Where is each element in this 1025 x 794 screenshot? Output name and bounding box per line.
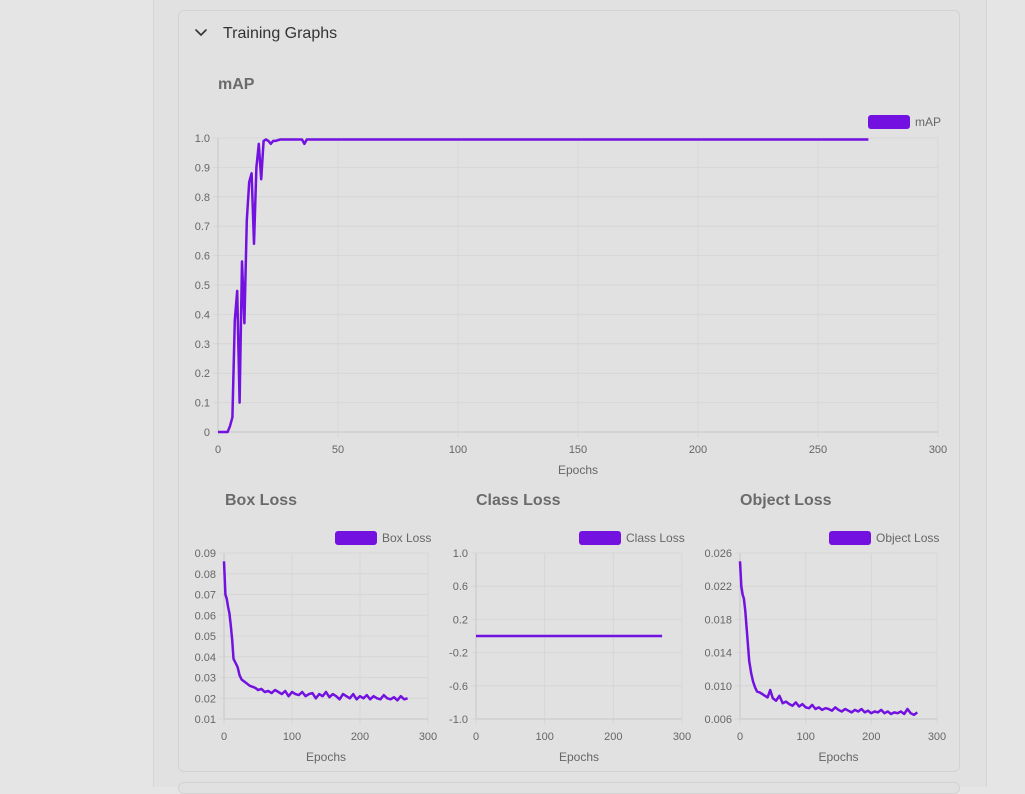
object-legend-label: Object Loss bbox=[876, 531, 939, 545]
box-y-tick-label: 0.07 bbox=[195, 590, 216, 602]
class-x-tick-label: 300 bbox=[673, 731, 691, 743]
map-y-tick-label: 0.5 bbox=[195, 280, 210, 292]
box-legend-swatch bbox=[335, 531, 377, 545]
box-y-tick-label: 0.02 bbox=[195, 693, 216, 705]
box-y-tick-label: 0.09 bbox=[195, 548, 216, 560]
map-x-tick-label: 0 bbox=[215, 444, 221, 456]
box-x-axis-label: Epochs bbox=[306, 750, 346, 764]
box-legend-label: Box Loss bbox=[382, 531, 431, 545]
box-y-tick-label: 0.04 bbox=[195, 652, 216, 664]
map-legend-swatch bbox=[868, 115, 910, 129]
object-y-tick-label: 0.022 bbox=[704, 581, 732, 593]
object-legend-swatch bbox=[829, 531, 871, 545]
map-y-tick-label: 0.4 bbox=[195, 309, 210, 321]
panel-title: Training Graphs bbox=[223, 25, 338, 42]
class-y-tick-label: 0.6 bbox=[453, 581, 468, 593]
map-x-tick-label: 50 bbox=[332, 444, 344, 456]
map-legend-label: mAP bbox=[915, 115, 941, 129]
object-x-tick-label: 0 bbox=[737, 731, 743, 743]
box-y-tick-label: 0.06 bbox=[195, 610, 216, 622]
box-x-tick-label: 300 bbox=[419, 731, 437, 743]
box-series-line bbox=[222, 561, 408, 702]
object-y-tick-label: 0.014 bbox=[704, 648, 732, 660]
class-x-tick-label: 200 bbox=[604, 731, 622, 743]
object-y-tick-label: 0.006 bbox=[704, 714, 732, 726]
map-x-tick-label: 100 bbox=[449, 444, 467, 456]
object-x-axis-label: Epochs bbox=[818, 750, 858, 764]
map-y-tick-label: 1.0 bbox=[195, 133, 210, 145]
map-y-tick-label: 0 bbox=[204, 427, 210, 439]
map-x-tick-label: 300 bbox=[929, 444, 947, 456]
map-y-tick-label: 0.8 bbox=[195, 192, 210, 204]
object-x-tick-label: 300 bbox=[928, 731, 946, 743]
box-y-tick-label: 0.08 bbox=[195, 569, 216, 581]
object-y-tick-label: 0.026 bbox=[704, 548, 732, 560]
map-x-tick-label: 250 bbox=[809, 444, 827, 456]
class-y-tick-label: 1.0 bbox=[453, 548, 468, 560]
chart-title-box-loss: Box Loss bbox=[225, 492, 298, 509]
class-y-tick-label: 0.2 bbox=[453, 614, 468, 626]
map-x-tick-label: 200 bbox=[689, 444, 707, 456]
class-x-tick-label: 0 bbox=[473, 731, 479, 743]
map-y-tick-label: 0.7 bbox=[195, 221, 210, 233]
box-y-tick-label: 0.03 bbox=[195, 673, 216, 685]
class-x-axis-label: Epochs bbox=[559, 750, 599, 764]
chart-title-object-loss: Object Loss bbox=[740, 492, 832, 509]
class-y-tick-label: -1.0 bbox=[449, 714, 468, 726]
class-y-tick-label: -0.6 bbox=[449, 681, 468, 693]
map-x-tick-label: 150 bbox=[569, 444, 587, 456]
training-graphs-panel bbox=[178, 10, 960, 772]
object-y-tick-label: 0.018 bbox=[704, 614, 732, 626]
training-graphs-toggle[interactable]: Training Graphs bbox=[193, 22, 337, 46]
box-x-tick-label: 0 bbox=[221, 731, 227, 743]
class-legend-label: Class Loss bbox=[626, 531, 685, 545]
class-y-tick-label: -0.2 bbox=[449, 648, 468, 660]
box-x-tick-label: 200 bbox=[351, 731, 369, 743]
map-x-axis-label: Epochs bbox=[558, 463, 598, 477]
chart-title-class-loss: Class Loss bbox=[476, 492, 561, 509]
class-x-tick-label: 100 bbox=[535, 731, 553, 743]
box-y-tick-label: 0.05 bbox=[195, 631, 216, 643]
box-y-tick-label: 0.01 bbox=[195, 714, 216, 726]
map-y-tick-label: 0.6 bbox=[195, 251, 210, 263]
map-y-tick-label: 0.3 bbox=[195, 339, 210, 351]
object-x-tick-label: 200 bbox=[862, 731, 880, 743]
map-y-tick-label: 0.1 bbox=[195, 398, 210, 410]
chevron-down-icon bbox=[193, 24, 209, 45]
object-y-tick-label: 0.010 bbox=[704, 681, 732, 693]
map-series-line bbox=[218, 138, 869, 434]
map-y-tick-label: 0.2 bbox=[195, 368, 210, 380]
object-x-tick-label: 100 bbox=[796, 731, 814, 743]
class-legend-swatch bbox=[579, 531, 621, 545]
box-x-tick-label: 100 bbox=[283, 731, 301, 743]
map-y-tick-label: 0.9 bbox=[195, 162, 210, 174]
chart-title-map: mAP bbox=[218, 76, 255, 93]
object-series-line bbox=[738, 561, 919, 717]
